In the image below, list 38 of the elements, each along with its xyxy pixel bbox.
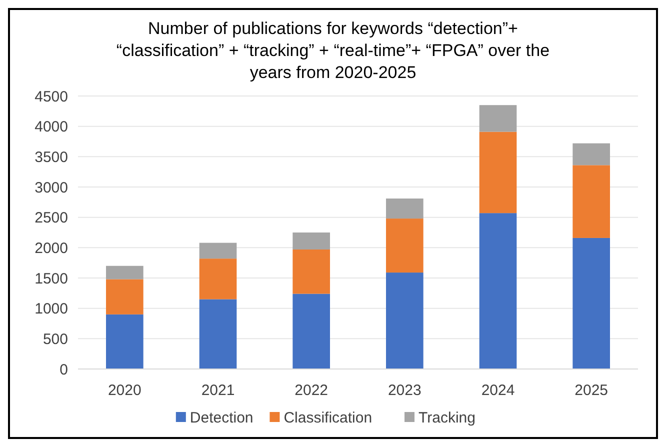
- y-tick-label: 4000: [34, 118, 68, 136]
- bar: [386, 272, 424, 369]
- y-tick-label: 1000: [34, 300, 68, 318]
- bar: [572, 143, 610, 166]
- bar: [292, 294, 330, 369]
- y-tick-label: 2500: [34, 210, 68, 227]
- x-tick-label: 2024: [481, 382, 515, 399]
- bar: [479, 213, 517, 369]
- y-tick-label: 3500: [34, 148, 68, 166]
- chart-title: Number of publications for keywords “detection”+ “classification” + “tracking” + “real-time”+ “FPGA” over the years from 2020-2025: [116, 19, 550, 82]
- bar: [572, 165, 610, 238]
- x-tick-label: 2022: [294, 382, 328, 399]
- bar: [106, 279, 144, 314]
- x-tick-label: 2020: [108, 382, 142, 399]
- y-tick-label: 3000: [34, 179, 68, 196]
- y-tick-label: 1500: [34, 270, 68, 288]
- bar: [292, 232, 330, 250]
- bar: [199, 242, 237, 259]
- bar: [292, 249, 330, 294]
- legend-label: Detection: [190, 409, 254, 426]
- bar: [479, 132, 517, 214]
- bar: [106, 314, 144, 369]
- x-tick-label: 2023: [388, 382, 422, 399]
- bar: [199, 258, 237, 300]
- y-tick-label: 0: [60, 361, 68, 378]
- bar: [199, 299, 237, 369]
- bar: [386, 198, 424, 219]
- bar: [386, 218, 424, 273]
- y-tick-label: 500: [42, 330, 68, 348]
- bar: [572, 238, 610, 369]
- y-tick-label: 4500: [34, 88, 68, 106]
- legend-label: Tracking: [418, 409, 476, 426]
- bar: [479, 105, 517, 132]
- legend-label: Classification: [284, 409, 372, 426]
- x-tick-label: 2025: [574, 382, 608, 399]
- x-tick-label: 2021: [201, 382, 235, 399]
- y-tick-label: 2000: [34, 240, 68, 257]
- bar: [106, 266, 144, 280]
